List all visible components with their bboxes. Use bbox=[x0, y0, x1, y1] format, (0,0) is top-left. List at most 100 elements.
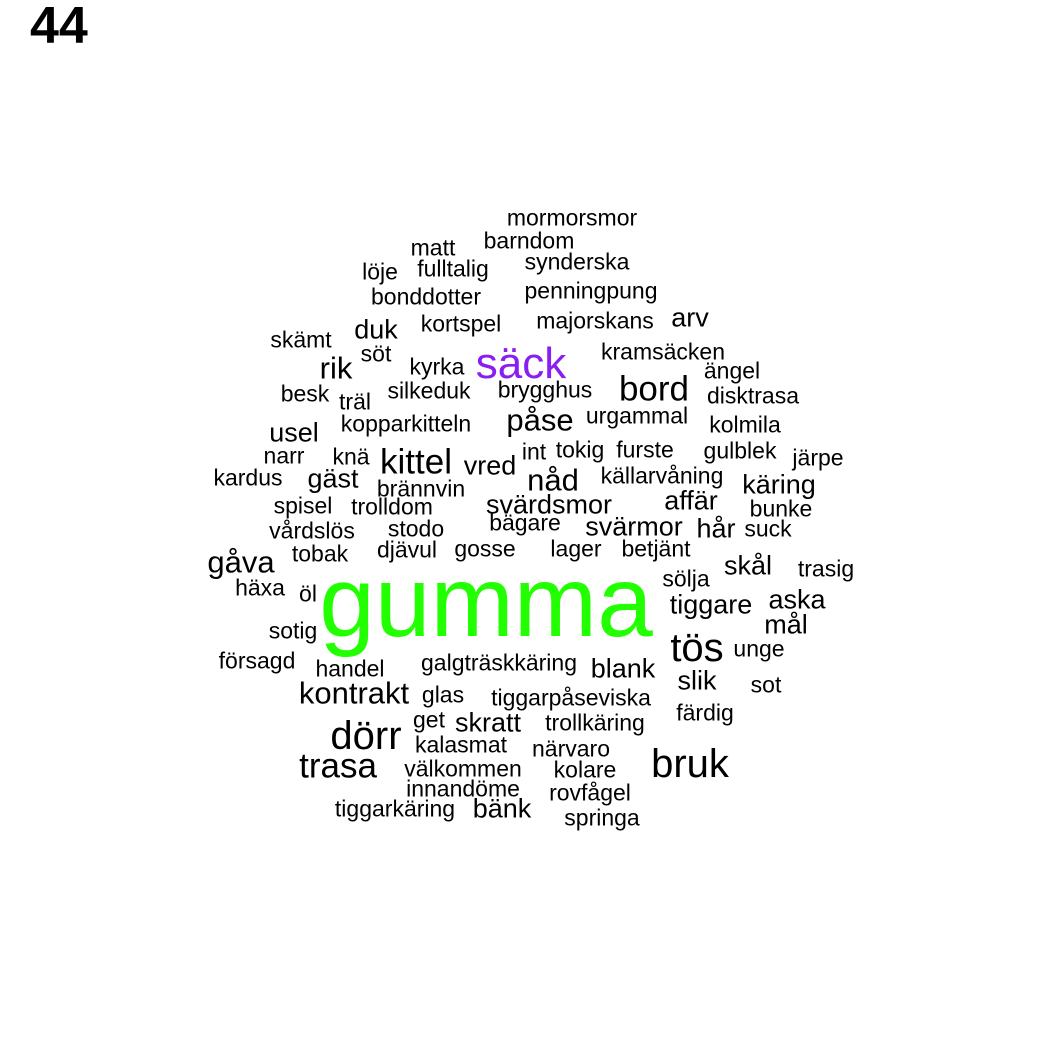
word-angel: ängel bbox=[703, 357, 761, 384]
word-blank: blank bbox=[590, 653, 656, 684]
word-slik: slik bbox=[677, 665, 717, 696]
word-kolare: kolare bbox=[553, 756, 617, 783]
word-narvaro: närvaro bbox=[532, 735, 610, 762]
word-int: int bbox=[521, 438, 547, 465]
word-gava: gåva bbox=[207, 544, 275, 580]
word-solja: sölja bbox=[662, 565, 710, 592]
word-forsagd: försagd bbox=[218, 647, 296, 674]
word-kalasmat: kalasmat bbox=[414, 731, 508, 758]
word-bruk: bruk bbox=[651, 742, 729, 786]
word-nad: nåd bbox=[527, 462, 579, 498]
word-trasa: trasa bbox=[299, 746, 377, 786]
word-bunke: bunke bbox=[749, 495, 813, 522]
word-bord: bord bbox=[618, 369, 690, 409]
word-kontrakt: kontrakt bbox=[298, 675, 410, 711]
word-gast: gäst bbox=[307, 463, 359, 494]
word-trasig: trasig bbox=[797, 555, 855, 582]
word-betjant: betjänt bbox=[621, 535, 691, 562]
word-bonddotter: bonddotter bbox=[371, 283, 481, 310]
word-ol: öl bbox=[299, 580, 317, 607]
word-vred: vred bbox=[463, 450, 517, 481]
word-tobak: tobak bbox=[291, 540, 349, 567]
word-get: get bbox=[413, 706, 445, 733]
page-number: 44 bbox=[30, 0, 88, 55]
word-rik: rik bbox=[319, 350, 353, 386]
word-valkommen: välkommen bbox=[404, 755, 522, 782]
word-skal: skål bbox=[723, 550, 773, 581]
word-suck: suck bbox=[744, 515, 792, 542]
word-matt: matt bbox=[410, 234, 456, 261]
word-stodo: stodo bbox=[387, 515, 445, 542]
word-tiggarkaring: tiggarkäring bbox=[334, 795, 456, 822]
word-kolmila: kolmila bbox=[709, 411, 781, 438]
word-kallarvaning: källarvåning bbox=[600, 462, 724, 489]
word-fardig: färdig bbox=[676, 699, 734, 726]
word-besk: besk bbox=[280, 380, 330, 407]
word-tral: träl bbox=[339, 388, 371, 415]
word-trollkaring: trollkäring bbox=[545, 709, 645, 736]
word-fulltalig: fulltalig bbox=[417, 255, 489, 282]
word-tos: tös bbox=[670, 626, 724, 670]
word-kittel: kittel bbox=[380, 442, 452, 482]
word-handel: handel bbox=[315, 655, 385, 682]
word-brygghus: brygghus bbox=[497, 376, 593, 403]
word-gumma: gumma bbox=[319, 546, 653, 658]
word-tiggarpaseviska: tiggarpåseviska bbox=[491, 684, 651, 711]
word-arv: arv bbox=[671, 302, 709, 333]
word-barndom: barndom bbox=[483, 227, 575, 254]
word-jarpe: järpe bbox=[792, 444, 844, 471]
word-sot: sot bbox=[750, 671, 782, 698]
word-kardus: kardus bbox=[213, 464, 283, 491]
word-bank: bänk bbox=[472, 793, 532, 824]
word-rovfagel: rovfågel bbox=[549, 779, 631, 806]
word-narr: narr bbox=[263, 442, 305, 469]
word-kramsacken: kramsäcken bbox=[601, 338, 725, 365]
word-har: hår bbox=[696, 513, 736, 544]
word-sack: säck bbox=[475, 339, 567, 388]
word-urgammal: urgammal bbox=[585, 402, 689, 429]
word-vardslos: vårdslös bbox=[269, 517, 355, 544]
word-duk: duk bbox=[354, 314, 398, 345]
word-trolldom: trolldom bbox=[351, 493, 433, 520]
word-pase: påse bbox=[506, 402, 574, 438]
word-majorskans: majorskans bbox=[536, 307, 654, 334]
word-lager: lager bbox=[550, 535, 602, 562]
word-skratt: skratt bbox=[454, 707, 522, 738]
word-tiggare: tiggare bbox=[669, 589, 753, 620]
word-tokig: tokig bbox=[555, 436, 605, 463]
word-brannvin: brännvin bbox=[376, 475, 466, 502]
word-usel: usel bbox=[269, 417, 319, 448]
word-kyrka: kyrka bbox=[409, 353, 465, 380]
word-sotig: sotig bbox=[268, 617, 318, 644]
word-bagare: bägare bbox=[489, 509, 561, 536]
word-djavul: djävul bbox=[376, 536, 438, 563]
word-kopparkitteln: kopparkitteln bbox=[340, 410, 472, 437]
word-galgtraskkaring: galgträskkäring bbox=[421, 649, 577, 676]
word-innandome: innandöme bbox=[406, 775, 520, 802]
word-loje: löje bbox=[362, 258, 398, 285]
word-synderska: synderska bbox=[524, 248, 630, 275]
word-mal: mål bbox=[764, 609, 808, 640]
word-aska: aska bbox=[768, 584, 826, 615]
word-affar: affär bbox=[664, 485, 718, 516]
word-unge: unge bbox=[733, 635, 785, 662]
word-kortspel: kortspel bbox=[420, 310, 502, 337]
word-mormorsmor: mormorsmor bbox=[506, 204, 638, 231]
word-furste: furste bbox=[616, 436, 674, 463]
word-glas: glas bbox=[421, 681, 465, 708]
word-sot: söt bbox=[360, 340, 392, 367]
word-dorr: dörr bbox=[330, 714, 402, 758]
word-karing: käring bbox=[742, 469, 816, 500]
word-springa: springa bbox=[564, 804, 640, 831]
word-svardsmor: svärdsmor bbox=[485, 489, 613, 520]
word-spisel: spisel bbox=[273, 492, 333, 519]
word-gosse: gosse bbox=[454, 535, 516, 562]
word-haxa: häxa bbox=[235, 574, 285, 601]
word-silkeduk: silkeduk bbox=[387, 377, 471, 404]
word-kna: knä bbox=[332, 443, 370, 470]
word-gulblek: gulblek bbox=[703, 437, 777, 464]
word-disktrasa: disktrasa bbox=[706, 382, 800, 409]
word-svarmor: svärmor bbox=[585, 511, 683, 542]
word-skamt: skämt bbox=[270, 326, 332, 353]
